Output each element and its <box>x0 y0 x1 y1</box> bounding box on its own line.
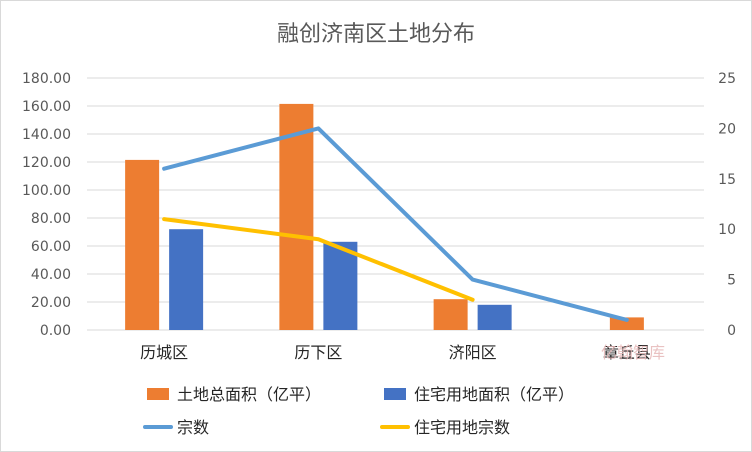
bars <box>125 103 644 331</box>
legend-swatch <box>384 388 406 400</box>
bar <box>323 241 358 330</box>
bar <box>169 229 204 330</box>
bar <box>477 304 512 330</box>
bar <box>125 159 160 330</box>
bar <box>433 299 468 330</box>
right-tick-label: 15 <box>718 172 736 188</box>
legend-label: 住宅用地宗数 <box>414 418 510 437</box>
series-line <box>162 217 475 302</box>
legend-label: 土地总面积（亿平） <box>177 385 321 404</box>
category-label: 历下区 <box>294 343 342 362</box>
category-label: 章丘县 <box>603 343 651 362</box>
watermark-text: 亿翰智库 <box>601 343 665 362</box>
left-tick-label: 100.00 <box>22 183 71 199</box>
legend-label: 宗数 <box>177 418 209 437</box>
bar <box>609 317 644 330</box>
left-tick-label: 0.00 <box>40 323 71 339</box>
legend-label: 住宅用地面积（亿平） <box>414 385 574 404</box>
left-tick-label: 80.00 <box>31 211 71 227</box>
legend: 土地总面积（亿平） 住宅用地面积（亿平） 宗数 住宅用地宗数 <box>143 385 574 437</box>
right-tick-label: 25 <box>718 71 736 87</box>
left-tick-label: 180.00 <box>22 71 71 87</box>
right-tick-label: 20 <box>718 121 736 137</box>
category-label: 历城区 <box>140 343 188 362</box>
chart-title: 融创济南区土地分布 <box>277 22 475 47</box>
series-line <box>162 126 629 322</box>
category-label: 济阳区 <box>449 343 497 362</box>
legend-swatch <box>147 388 169 400</box>
right-tick-label: 0 <box>727 323 736 339</box>
category-labels: 历城区 历下区 济阳区 章丘县 <box>140 343 651 362</box>
left-tick-label: 120.00 <box>22 155 71 171</box>
left-axis-ticks: 0.00 20.00 40.00 60.00 80.00 100.00 120.00 140.… <box>22 71 71 339</box>
right-axis-ticks: 0 5 10 15 20 25 <box>718 71 736 339</box>
right-tick-label: 10 <box>718 222 736 238</box>
bar <box>279 103 314 331</box>
left-tick-label: 140.00 <box>22 127 71 143</box>
left-tick-label: 160.00 <box>22 99 71 115</box>
right-tick-label: 5 <box>727 273 736 289</box>
left-tick-label: 20.00 <box>31 295 71 311</box>
series-lines <box>162 126 629 322</box>
left-tick-label: 60.00 <box>31 239 71 255</box>
left-tick-label: 40.00 <box>31 267 71 283</box>
